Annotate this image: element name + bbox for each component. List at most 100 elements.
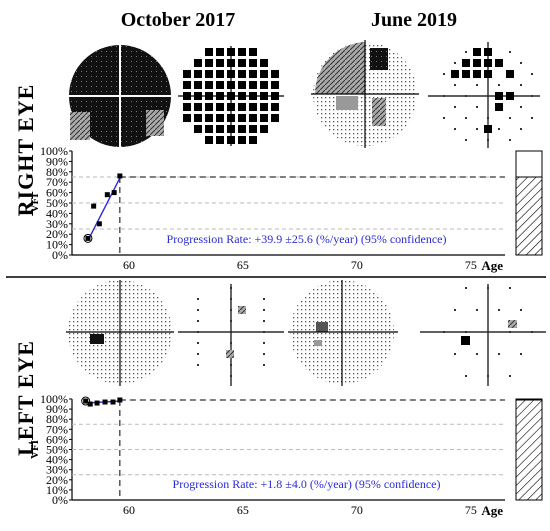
y-tick-label: 100% bbox=[40, 392, 68, 406]
x-tick-label: 65 bbox=[237, 503, 249, 517]
vf-point bbox=[205, 48, 213, 56]
vf-point bbox=[263, 364, 265, 366]
vf-point bbox=[230, 287, 232, 289]
baseline-point bbox=[81, 396, 91, 406]
data-point bbox=[96, 221, 102, 227]
vf-point bbox=[454, 309, 456, 311]
vf-point bbox=[465, 95, 467, 97]
vf-point bbox=[263, 353, 265, 355]
x-tick-label: 60 bbox=[123, 258, 135, 272]
y-axis-label: VFI bbox=[29, 440, 41, 459]
vf-point bbox=[238, 125, 246, 133]
vf-pattern-deviation-right-2019 bbox=[428, 42, 540, 148]
vf-point bbox=[183, 103, 191, 111]
vf-point bbox=[260, 59, 268, 67]
vf-point bbox=[443, 95, 445, 97]
left-eye-fields bbox=[66, 280, 546, 386]
vf-point bbox=[230, 298, 232, 300]
vf-point bbox=[194, 103, 202, 111]
vf-point bbox=[260, 103, 268, 111]
vf-point bbox=[465, 139, 467, 141]
right-eye-label: RIGHT EYE bbox=[13, 84, 38, 217]
vf-point bbox=[484, 125, 492, 133]
vf-point bbox=[183, 70, 191, 78]
vf-point bbox=[473, 48, 481, 56]
vf-point bbox=[476, 309, 478, 311]
vf-point bbox=[216, 136, 224, 144]
vf-point bbox=[197, 298, 199, 300]
vf-point bbox=[249, 136, 257, 144]
vf-point bbox=[194, 59, 202, 67]
vf-point bbox=[520, 84, 522, 86]
vf-point bbox=[238, 306, 246, 314]
vf-point bbox=[263, 331, 265, 333]
vf-point bbox=[487, 331, 489, 333]
x-tick-label: 75 bbox=[465, 258, 477, 272]
vf-point bbox=[230, 375, 232, 377]
vf-point bbox=[216, 103, 224, 111]
vf-point bbox=[205, 59, 213, 67]
y-tick-label: 90% bbox=[46, 402, 68, 416]
y-tick-label: 80% bbox=[46, 412, 68, 426]
vf-point bbox=[238, 70, 246, 78]
vf-point bbox=[531, 73, 533, 75]
vf-point bbox=[473, 59, 481, 67]
data-point bbox=[85, 235, 91, 241]
vf-point bbox=[216, 81, 224, 89]
x-axis-label: Age bbox=[481, 258, 503, 273]
y-tick-label: 0% bbox=[52, 493, 68, 507]
vf-point bbox=[194, 81, 202, 89]
y-tick-label: 90% bbox=[46, 154, 68, 168]
progression-rate: Progression Rate: +39.9 ±25.6 (%/year) (… bbox=[167, 232, 447, 246]
vf-point bbox=[197, 320, 199, 322]
vf-point bbox=[509, 375, 511, 377]
vf-point bbox=[454, 62, 456, 64]
vf-point bbox=[249, 114, 257, 122]
vf-point bbox=[509, 117, 511, 119]
x-tick-label: 75 bbox=[465, 503, 477, 517]
right-eye-fields bbox=[68, 40, 540, 148]
vf-point bbox=[484, 70, 492, 78]
header-october-2017: October 2017 bbox=[121, 9, 236, 31]
vf-point bbox=[216, 70, 224, 78]
y-tick-label: 50% bbox=[46, 196, 68, 210]
vf-point bbox=[260, 125, 268, 133]
vf-point bbox=[443, 331, 445, 333]
vf-point bbox=[230, 320, 232, 322]
vf-point bbox=[216, 125, 224, 133]
vf-point bbox=[531, 117, 533, 119]
progression-rate: Progression Rate: +1.8 ±4.0 (%/year) (95… bbox=[173, 477, 441, 491]
vf-point bbox=[205, 81, 213, 89]
vf-point bbox=[509, 287, 511, 289]
y-tick-label: 70% bbox=[46, 422, 68, 436]
y-tick-label: 100% bbox=[40, 144, 68, 158]
vf-point bbox=[506, 92, 514, 100]
data-point bbox=[83, 398, 89, 404]
vf-point bbox=[498, 353, 500, 355]
vf-point bbox=[249, 59, 257, 67]
y-tick-label: 60% bbox=[46, 186, 68, 200]
vf-point bbox=[230, 342, 232, 344]
vf-point bbox=[238, 136, 246, 144]
vf-point bbox=[509, 331, 511, 333]
vf-point bbox=[495, 103, 503, 111]
right-eye-vfi-chart: 0%10%20%30%40%50%60%70%80%90%100% 60 65 70 7… bbox=[29, 144, 543, 273]
x-tick-label: 65 bbox=[237, 258, 249, 272]
data-point bbox=[117, 397, 123, 403]
data-point bbox=[94, 400, 100, 406]
vf-point bbox=[498, 84, 500, 86]
vf-point bbox=[465, 51, 467, 53]
vf-point bbox=[487, 375, 489, 377]
vf-point bbox=[238, 103, 246, 111]
y-tick-label: 0% bbox=[52, 248, 68, 262]
vf-point bbox=[216, 48, 224, 56]
vf-point bbox=[216, 59, 224, 67]
y-tick-label: 10% bbox=[46, 238, 68, 252]
x-axis-label: Age bbox=[481, 503, 503, 518]
vf-point bbox=[462, 59, 470, 67]
vf-point bbox=[263, 309, 265, 311]
data-point bbox=[110, 399, 116, 405]
data-point bbox=[87, 401, 93, 407]
vf-point bbox=[197, 342, 199, 344]
x-tick-label: 70 bbox=[351, 258, 363, 272]
